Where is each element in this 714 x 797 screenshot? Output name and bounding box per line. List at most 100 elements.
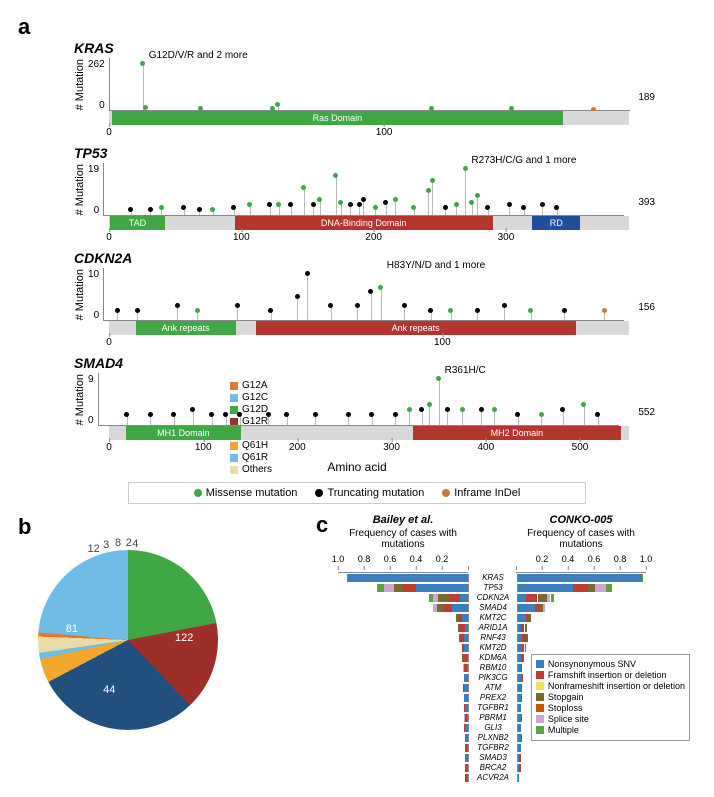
c-bar-left <box>338 574 469 582</box>
protein-domain: Ank repeats <box>256 321 576 335</box>
lollipop <box>432 109 433 110</box>
lollipop <box>287 415 288 425</box>
xaxis: 0100 <box>109 337 629 351</box>
c-seg-nonsyn <box>465 724 468 732</box>
c-gene-name: PREX2 <box>469 693 517 702</box>
c-seg-fs <box>521 694 522 702</box>
lollipop-dot-truncating <box>268 308 273 313</box>
yaxis-label: # Mutation <box>74 269 86 320</box>
lollipop <box>429 405 430 425</box>
yaxis-ticks: 100 <box>88 269 99 321</box>
c-gene-name: KMT2D <box>469 643 517 652</box>
lollipop <box>428 191 429 215</box>
lollipop-dot-truncating <box>235 303 240 308</box>
lollipop-dot-inframe <box>602 308 607 313</box>
lollipop-dot-truncating <box>560 407 565 412</box>
lollipop <box>271 311 272 320</box>
c-seg-splice <box>433 594 438 602</box>
c-gene-row: BRCA2 <box>338 763 696 772</box>
c-seg-nonsyn <box>467 744 468 752</box>
xaxis: 0100200300400500 <box>109 442 629 456</box>
lollipop-dot-missense <box>276 202 281 207</box>
lollipop <box>451 311 452 320</box>
c-seg-stopgain <box>528 614 531 622</box>
lollipop <box>297 297 298 320</box>
lollipop-dot-missense <box>140 61 145 66</box>
lollipop-dot-truncating <box>209 412 214 417</box>
c-seg-stopgain <box>437 604 444 612</box>
lollipop-dot-truncating <box>357 202 362 207</box>
c-seg-multiple <box>377 584 384 592</box>
c-bar-right <box>517 634 648 642</box>
protein-domain: RD <box>532 216 580 230</box>
yaxis-ticks: 190 <box>88 164 99 216</box>
c-seg-nonsyn <box>518 574 642 582</box>
lollipop-dot-missense <box>430 178 435 183</box>
hotspot-annotation: R361H/C <box>445 365 486 376</box>
c-seg-stopgain <box>459 634 460 642</box>
lollipop <box>363 200 364 215</box>
lollipop-dot-truncating <box>402 303 407 308</box>
c-seg-nonsyn <box>467 774 468 782</box>
lollipop <box>143 64 144 110</box>
lollipop-dot-missense <box>195 308 200 313</box>
lollipop-dot-truncating <box>521 205 526 210</box>
lollipop-dot-truncating <box>124 412 129 417</box>
lollipop-dot-truncating <box>443 205 448 210</box>
c-gene-row: CDKN2A <box>338 593 696 602</box>
lollipop-dot-missense <box>528 308 533 313</box>
yaxis-label: # Mutation <box>74 59 86 110</box>
c-bar-left <box>338 724 469 732</box>
c-bar-left <box>338 624 469 632</box>
c-seg-fs <box>449 594 461 602</box>
c-bar-right <box>517 764 648 772</box>
c-seg-fs <box>521 684 522 692</box>
lollipop <box>375 208 376 215</box>
lollipop <box>315 415 316 425</box>
c-seg-multiple <box>606 584 611 592</box>
lollipop <box>477 196 478 215</box>
c-seg-nonsyn <box>518 774 519 782</box>
c-seg-fs <box>464 664 467 672</box>
protein-domain: Ras Domain <box>112 111 563 125</box>
lollipop <box>404 306 405 320</box>
plot-area: H83Y/N/D and 1 more <box>103 268 624 321</box>
lollipop-dot-missense <box>247 202 252 207</box>
lollipop <box>193 410 194 425</box>
c-seg-fs <box>463 654 467 662</box>
lollipop-dot-truncating <box>355 303 360 308</box>
lollipop-dot-truncating <box>383 200 388 205</box>
lollipop <box>348 415 349 425</box>
c-seg-nonsyn <box>465 754 468 762</box>
c-gene-row: ARID1A <box>338 623 696 632</box>
lollipop <box>272 109 273 110</box>
c-seg-fs <box>519 764 520 772</box>
lollipop <box>431 311 432 320</box>
lollipop-dot-missense <box>407 407 412 412</box>
hotspot-annotation: R273H/C/G and 1 more <box>471 155 576 166</box>
lollipop-dot-truncating <box>540 202 545 207</box>
lollipop-dot-truncating <box>475 308 480 313</box>
plot-area: R361H/C <box>98 373 619 426</box>
legend-item: Framshift insertion or deletion <box>536 670 685 680</box>
lollipop-dot-truncating <box>502 303 507 308</box>
c-gene-name: BRCA2 <box>469 763 517 772</box>
lollipop-dot-missense <box>338 200 343 205</box>
plot-area: R273H/C/G and 1 more <box>103 163 624 216</box>
yaxis-ticks: 2620 <box>88 59 105 111</box>
lollipop <box>371 292 372 320</box>
lollipop <box>117 311 118 320</box>
c-gene-name: KRAS <box>469 573 517 582</box>
c-seg-splice <box>463 664 464 672</box>
lollipop <box>278 105 279 110</box>
legend-item: Splice site <box>536 714 685 724</box>
hotspot-annotation: G12D/V/R and 2 more <box>149 50 248 61</box>
lollipop <box>200 109 201 110</box>
c-bar-left <box>338 704 469 712</box>
c-seg-fs <box>526 594 538 602</box>
legend-item: Others <box>230 464 272 475</box>
c-seg-nonsyn <box>465 624 468 632</box>
lollipop-dot-truncating <box>135 308 140 313</box>
c-gene-name: PLXNB2 <box>469 733 517 742</box>
c-bar-right <box>517 774 648 782</box>
